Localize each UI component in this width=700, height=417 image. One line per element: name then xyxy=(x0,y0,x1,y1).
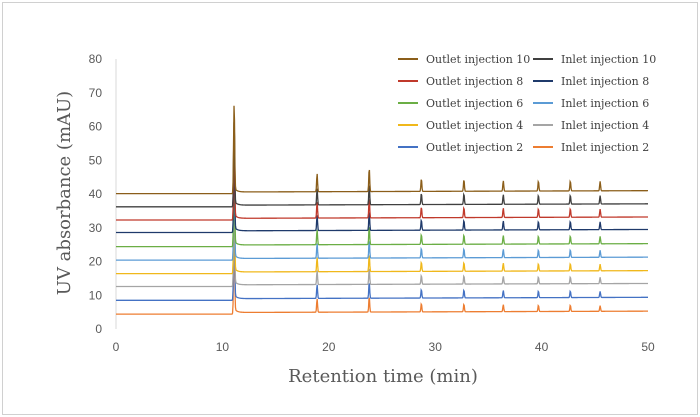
legend: Outlet injection 10 Inlet injection 10 Out… xyxy=(398,53,656,154)
series-line xyxy=(116,190,648,275)
x-tick-label: 0 xyxy=(113,340,120,354)
series-lines xyxy=(116,105,649,315)
x-tick-label: 40 xyxy=(535,340,549,354)
y-tick-label: 40 xyxy=(89,187,103,201)
legend-label: Outlet injection 10 xyxy=(426,53,530,66)
legend-label: Outlet injection 6 xyxy=(426,97,523,110)
legend-label: Inlet injection 6 xyxy=(561,97,649,110)
series-line xyxy=(116,154,649,234)
legend-label: Outlet injection 8 xyxy=(426,75,523,88)
x-tick-label: 50 xyxy=(641,340,655,354)
x-axis-title: Retention time (min) xyxy=(288,366,478,387)
legend-label: Outlet injection 2 xyxy=(426,141,523,154)
tick-labels: 0 10 20 30 40 50 60 70 80 0 10 20 30 40 50 xyxy=(89,52,655,354)
legend-label: Inlet injection 4 xyxy=(561,119,649,132)
legend-label: Outlet injection 4 xyxy=(426,119,523,132)
y-tick-label: 20 xyxy=(89,255,103,269)
y-tick-label: 60 xyxy=(89,120,103,134)
x-tick-label: 10 xyxy=(216,340,230,354)
series-line xyxy=(116,203,649,288)
series-line xyxy=(116,122,649,208)
y-tick-label: 50 xyxy=(89,153,103,167)
y-tick-label: 0 xyxy=(95,322,102,336)
y-axis-title: UV absorbance (mAU) xyxy=(54,91,75,295)
legend-label: Inlet injection 10 xyxy=(561,53,656,66)
series-line xyxy=(116,138,648,221)
legend-label: Inlet injection 2 xyxy=(561,141,649,154)
y-tick-label: 10 xyxy=(89,288,103,302)
series-line xyxy=(116,105,648,195)
series-line xyxy=(116,237,648,315)
y-tick-label: 30 xyxy=(89,221,103,235)
y-tick-label: 70 xyxy=(89,86,103,100)
x-tick-label: 30 xyxy=(429,340,443,354)
legend-label: Inlet injection 8 xyxy=(561,75,649,88)
x-tick-label: 20 xyxy=(322,340,336,354)
y-tick-label: 80 xyxy=(89,52,103,66)
series-line xyxy=(116,160,648,248)
series-line xyxy=(116,180,648,261)
series-line xyxy=(116,220,648,301)
